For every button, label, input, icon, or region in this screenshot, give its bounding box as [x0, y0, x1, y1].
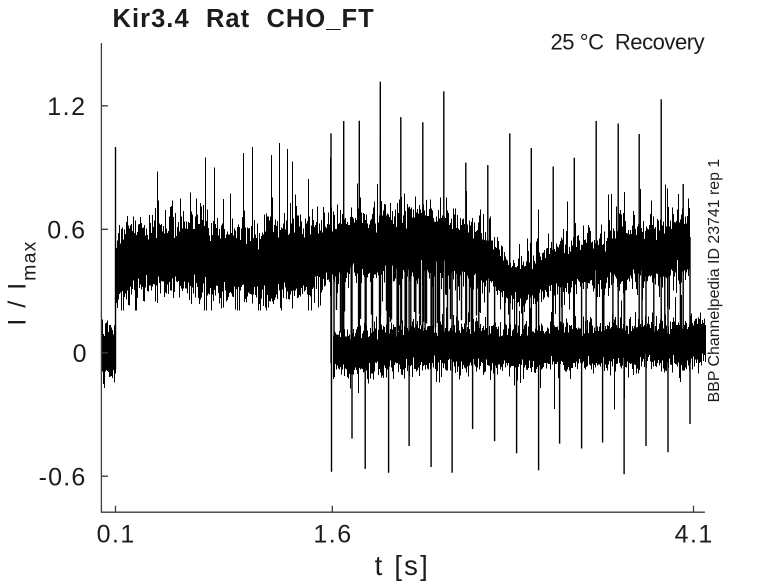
- svg-text:Kir3.4 Rat CHO_FT: Kir3.4 Rat CHO_FT: [113, 5, 375, 33]
- svg-text:25 °C Recovery: 25 °C Recovery: [551, 30, 705, 55]
- svg-text:BBP Channelpedia ID 23741 rep: BBP Channelpedia ID 23741 rep 1: [706, 159, 723, 403]
- svg-text:t [s]: t [s]: [375, 550, 430, 581]
- svg-text:0.1: 0.1: [97, 520, 136, 548]
- svg-text:4.1: 4.1: [675, 520, 714, 548]
- svg-text:0: 0: [73, 340, 87, 368]
- svg-text:1.2: 1.2: [47, 93, 86, 121]
- svg-text:-0.6: -0.6: [39, 463, 87, 491]
- svg-text:0.6: 0.6: [47, 216, 86, 244]
- svg-text:1.6: 1.6: [313, 520, 352, 548]
